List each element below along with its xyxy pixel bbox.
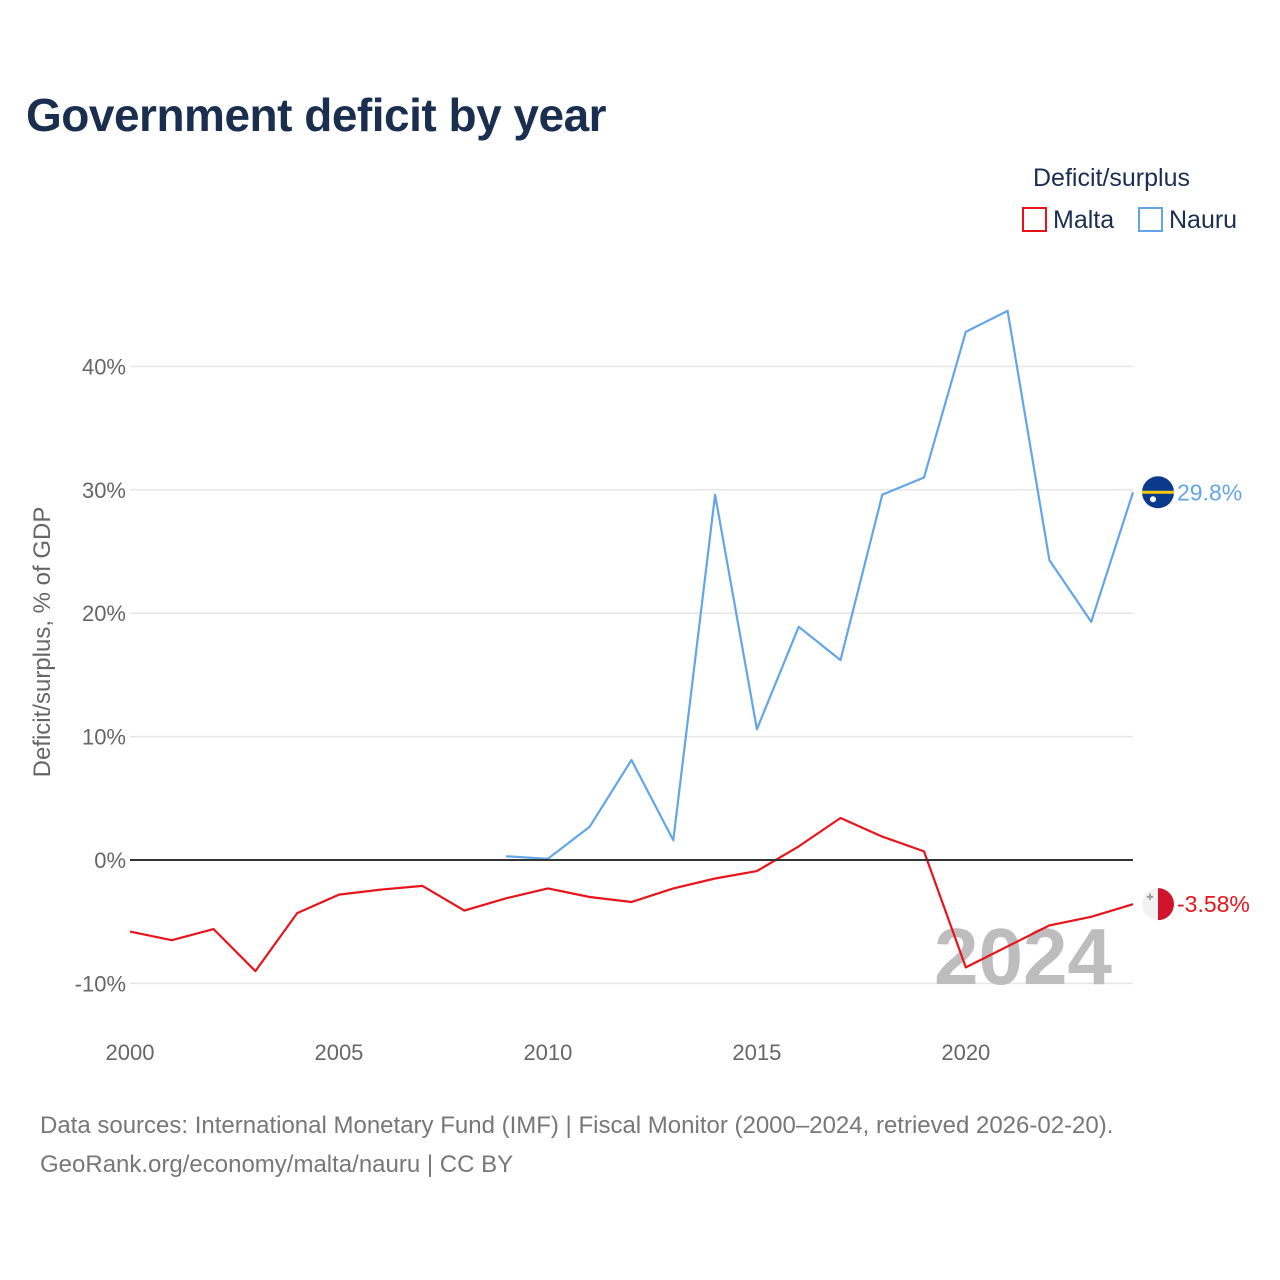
legend-items[interactable]: Malta Nauru (1022, 206, 1237, 234)
y-tick-label: -10% (75, 971, 126, 996)
nauru-flag-icon (1142, 476, 1174, 509)
end-value-label-nauru: 29.8% (1177, 479, 1242, 505)
legend-label: Nauru (1169, 206, 1237, 234)
gridlines (130, 365, 1133, 985)
end-markers: ✚ -3.58% 29.8% (1142, 476, 1250, 921)
y-axis-title: Deficit/surplus, % of GDP (29, 507, 56, 778)
y-tick-label: 40% (82, 354, 126, 379)
credit-text: GeoRank.org/economy/malta/nauru | CC BY (40, 1151, 514, 1178)
legend-swatch (1138, 207, 1163, 232)
legend-item-nauru[interactable]: Nauru (1138, 206, 1237, 234)
x-tick-label: 2005 (314, 1040, 363, 1065)
y-tick-label: 20% (82, 601, 126, 626)
legend-title: Deficit/surplus (1033, 164, 1190, 192)
malta-flag-icon: ✚ (1142, 888, 1174, 921)
series-line-nauru (506, 309, 1135, 860)
legend-swatch (1022, 207, 1047, 232)
end-value-label-malta: -3.58% (1177, 891, 1250, 917)
x-tick-label: 2020 (941, 1040, 990, 1065)
x-tick-label: 2015 (732, 1040, 781, 1065)
y-tick-label: 10% (82, 725, 126, 750)
data-sources-text: Data sources: International Monetary Fun… (40, 1112, 1114, 1139)
footer: Data sources: International Monetary Fun… (40, 1106, 1113, 1184)
year-watermark: 2024 (934, 912, 1112, 1001)
series-lines (129, 309, 1135, 973)
legend-label: Malta (1053, 206, 1114, 234)
legend-item-malta[interactable]: Malta (1022, 206, 1114, 234)
x-axis-ticks: 2000 2005 2010 2015 2020 (106, 1040, 991, 1065)
x-tick-label: 2010 (523, 1040, 572, 1065)
chart-title: Government deficit by year (26, 89, 607, 141)
series-line-malta (129, 816, 1134, 973)
y-tick-label: 0% (94, 848, 126, 873)
svg-text:✚: ✚ (1146, 893, 1154, 903)
y-axis-ticks: -10% 0% 10% 20% 30% 40% (75, 354, 126, 996)
y-tick-label: 30% (82, 478, 126, 503)
legend[interactable]: Deficit/surplus Malta Nauru (1022, 164, 1237, 234)
x-tick-label: 2000 (106, 1040, 155, 1065)
